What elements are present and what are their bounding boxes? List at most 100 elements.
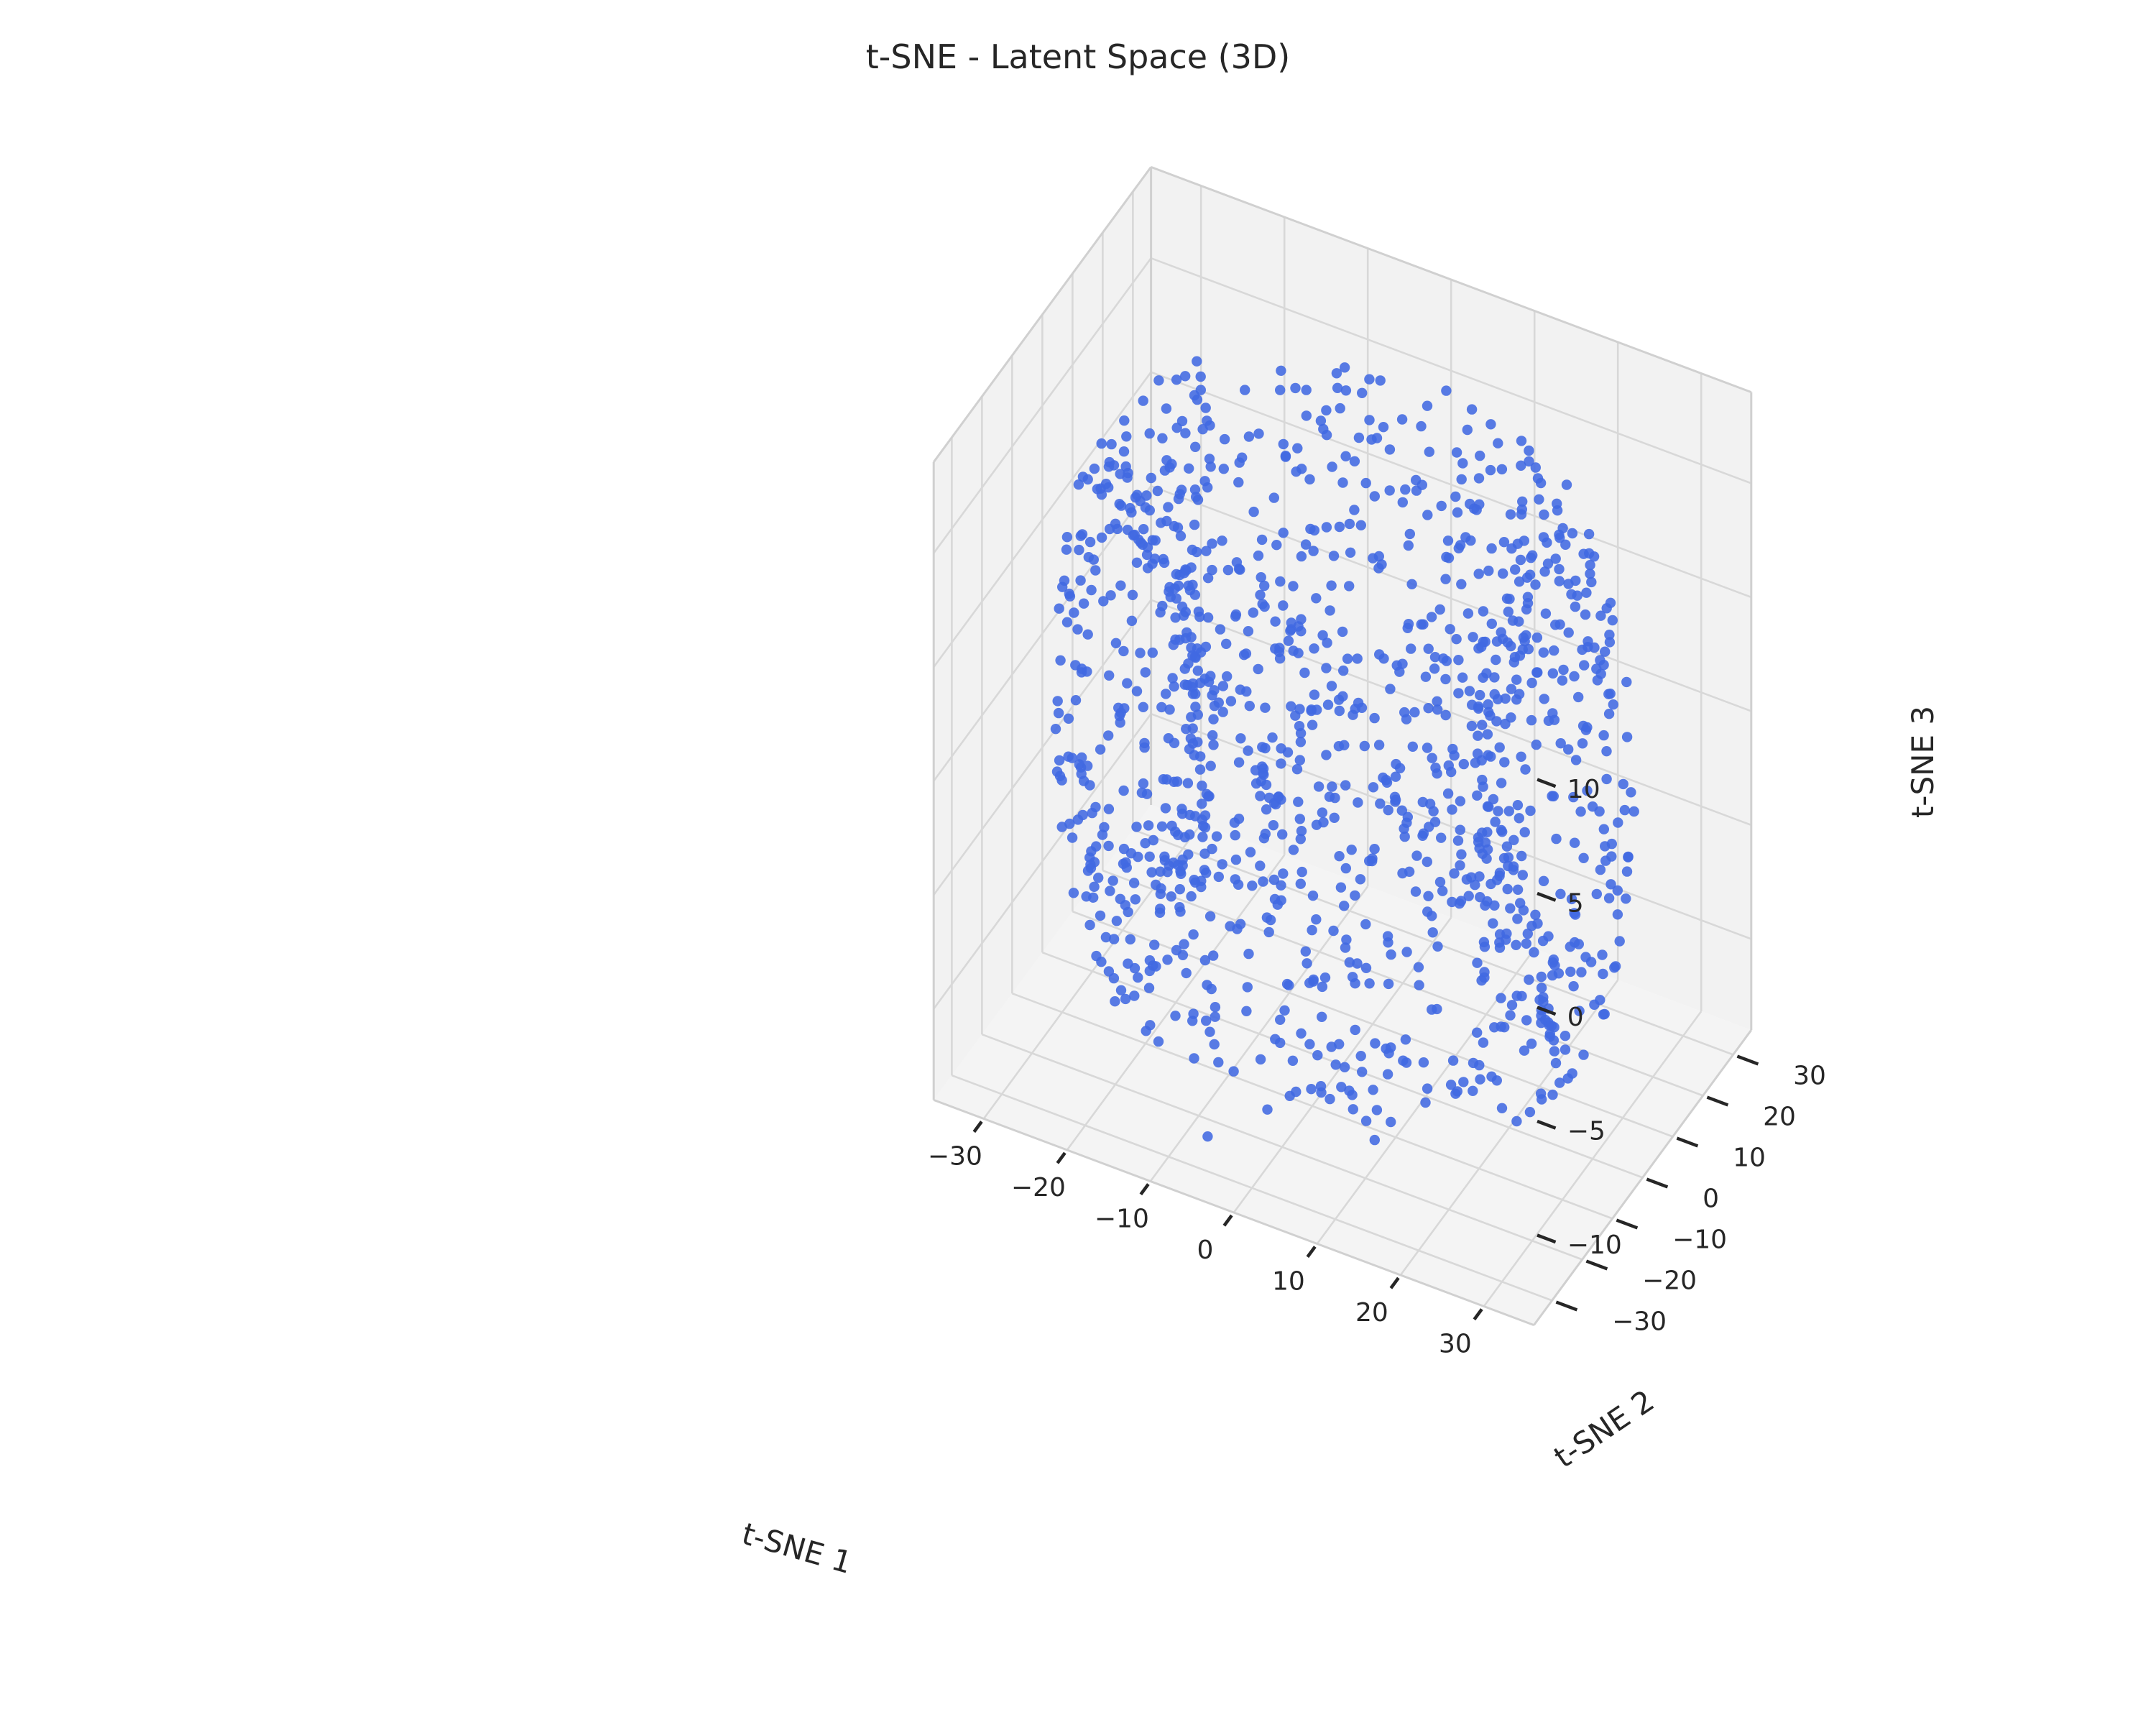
scatter-point xyxy=(1475,450,1485,461)
scatter-point xyxy=(1278,868,1289,879)
scatter-point xyxy=(1458,758,1470,770)
scatter-point xyxy=(1397,658,1408,669)
scatter-point xyxy=(1568,981,1579,992)
scatter-point xyxy=(1146,867,1157,878)
scatter-point xyxy=(1222,564,1234,576)
scatter-point xyxy=(1529,947,1539,958)
scatter-point xyxy=(1378,422,1389,433)
scatter-point xyxy=(1200,402,1211,413)
scatter-point xyxy=(1331,368,1342,379)
scatter-point xyxy=(1256,572,1266,583)
scatter-point xyxy=(1273,792,1284,803)
scatter-point xyxy=(1517,496,1528,507)
scatter-point xyxy=(1142,563,1153,574)
scatter-point xyxy=(1077,529,1088,540)
scatter-point xyxy=(1110,996,1120,1007)
scatter-point xyxy=(1158,553,1169,565)
scatter-point xyxy=(1335,402,1345,414)
y-tick-mark xyxy=(1585,1259,1608,1271)
scatter-point xyxy=(1577,644,1588,656)
scatter-point xyxy=(1505,509,1516,520)
scatter-point xyxy=(1075,575,1086,586)
scatter-point xyxy=(1118,645,1129,657)
scatter-point xyxy=(1524,445,1534,456)
scatter-point xyxy=(1531,739,1542,750)
scatter-point xyxy=(1521,1015,1532,1026)
scatter-point xyxy=(1550,553,1561,564)
scatter-point xyxy=(1295,737,1307,748)
scatter-point xyxy=(1321,430,1332,441)
scatter-point xyxy=(1160,803,1171,814)
scatter-point xyxy=(1496,627,1506,638)
scatter-point xyxy=(1187,1016,1198,1026)
scatter-point xyxy=(1209,1039,1220,1050)
pane-edge xyxy=(1533,1029,1753,1326)
scatter-point xyxy=(1146,472,1157,484)
grid-line-floor-y xyxy=(951,1074,1553,1302)
scatter-point xyxy=(1296,826,1307,837)
scatter-point xyxy=(1103,840,1114,852)
scatter-point xyxy=(1069,607,1079,618)
scatter-point xyxy=(1256,534,1268,546)
scatter-point xyxy=(1524,974,1534,985)
scatter-point xyxy=(1621,866,1633,877)
scatter-point xyxy=(1539,566,1550,577)
scatter-point xyxy=(1202,1131,1213,1142)
scatter-point xyxy=(1122,472,1133,483)
scatter-point xyxy=(1143,983,1155,993)
scatter-point xyxy=(1162,867,1173,878)
scatter-point xyxy=(1265,914,1276,926)
scatter-point xyxy=(1427,911,1437,921)
scatter-point xyxy=(1086,584,1097,596)
scatter-point xyxy=(1468,632,1478,643)
pane-edge xyxy=(933,1098,1534,1327)
scatter-point xyxy=(1175,906,1186,917)
scatter-point xyxy=(1340,862,1352,874)
scatter-point xyxy=(1345,547,1356,558)
scatter-point xyxy=(1360,919,1371,930)
scatter-point xyxy=(1404,528,1416,540)
scatter-point xyxy=(1120,993,1131,1005)
scatter-point xyxy=(1452,507,1463,518)
z-tick-label: 0 xyxy=(1567,1003,1584,1032)
scatter-point xyxy=(1436,832,1447,843)
scatter-point xyxy=(1334,851,1345,862)
scatter-point xyxy=(1159,465,1171,476)
scatter-point xyxy=(1248,607,1259,618)
scatter-point xyxy=(1598,1009,1609,1020)
scatter-point xyxy=(1144,428,1155,439)
scatter-point xyxy=(1496,824,1507,836)
scatter-point xyxy=(1575,806,1586,817)
scatter-point xyxy=(1228,1066,1239,1077)
scatter-point xyxy=(1207,690,1217,701)
scatter-point xyxy=(1340,451,1351,461)
scatter-point xyxy=(1397,497,1409,508)
scatter-point xyxy=(1592,675,1603,686)
scatter-point xyxy=(1557,675,1568,686)
scatter-point xyxy=(1074,544,1084,556)
scatter-point xyxy=(1186,643,1197,653)
scatter-point xyxy=(1197,799,1207,809)
scatter-point xyxy=(1219,433,1230,445)
scatter-point xyxy=(1131,686,1143,696)
scatter-point xyxy=(1089,463,1100,474)
scatter-point xyxy=(1326,681,1337,691)
scatter-point xyxy=(1366,434,1377,445)
scatter-point xyxy=(1466,404,1478,415)
scatter-point xyxy=(1082,474,1093,485)
scatter-point xyxy=(1315,1081,1327,1092)
scatter-point xyxy=(1309,643,1319,654)
scatter-point xyxy=(1452,835,1464,846)
scatter-point xyxy=(1089,881,1100,893)
scatter-point xyxy=(1135,496,1146,507)
scatter-point xyxy=(1538,875,1549,887)
scatter-point xyxy=(1321,405,1332,416)
scatter-point xyxy=(1474,871,1485,882)
scatter-point xyxy=(1423,891,1434,902)
scatter-point xyxy=(1485,710,1496,721)
scatter-point xyxy=(1178,610,1189,621)
scatter-point xyxy=(1449,868,1460,879)
scatter-point xyxy=(1159,851,1170,862)
scatter-point xyxy=(1569,937,1580,948)
x-axis-label: t-SNE 1 xyxy=(738,1516,856,1581)
